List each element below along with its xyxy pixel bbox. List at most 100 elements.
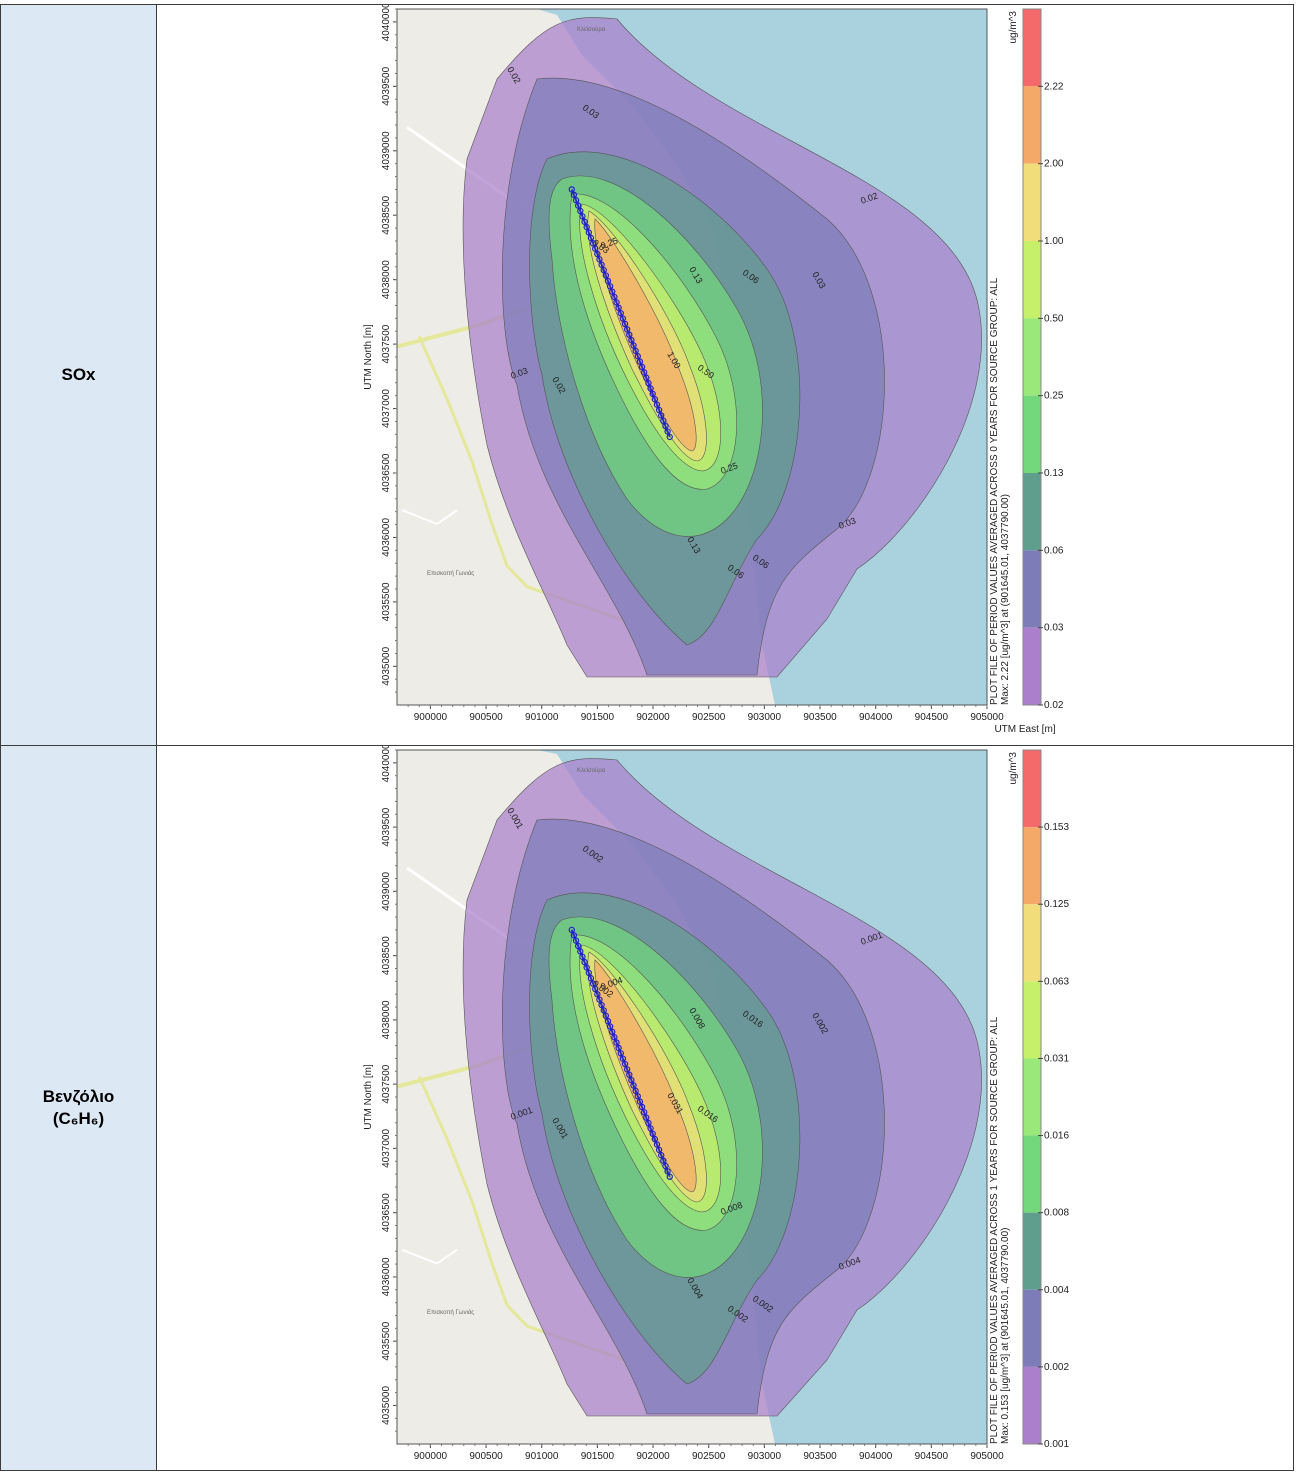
legend-unit-label: ug/m^3 bbox=[1008, 11, 1019, 44]
legend-swatch bbox=[1023, 627, 1041, 705]
source-point bbox=[581, 218, 588, 225]
y-tick-label: 4039500 bbox=[381, 66, 392, 105]
x-axis-title: UTM East [m] bbox=[994, 724, 1055, 735]
legend-level-label: 0.008 bbox=[1044, 1208, 1069, 1219]
source-point bbox=[611, 1034, 618, 1041]
legend-level-label: 0.50 bbox=[1044, 313, 1064, 324]
legend-swatch bbox=[1023, 904, 1041, 982]
y-tick-label: 4035000 bbox=[381, 646, 392, 685]
source-point bbox=[568, 926, 575, 934]
legend-swatch bbox=[1023, 163, 1041, 241]
x-tick-label: 905000 bbox=[970, 1451, 1004, 1462]
source-point bbox=[568, 186, 575, 193]
table-row: SOx 0.02 0.03 0.02 0.03 0.06 0.25 0.13 0.06 0.03… bbox=[0, 4, 1294, 746]
x-tick-label: 902000 bbox=[636, 712, 670, 723]
legend-level-label: 2.22 bbox=[1044, 81, 1064, 92]
legend-swatch bbox=[1023, 1289, 1041, 1367]
source-point bbox=[638, 363, 646, 371]
map-group: 0.020.030.020.030.060.250.130.060.031.00… bbox=[363, 5, 1064, 735]
y-tick-label: 4035500 bbox=[381, 1321, 392, 1360]
source-point bbox=[572, 937, 580, 944]
pollutant-cell: Βενζόλιο (C₆H₆) bbox=[0, 745, 157, 1471]
legend-frame bbox=[1022, 749, 1042, 1445]
source-point bbox=[634, 1093, 641, 1100]
source-point bbox=[651, 396, 659, 403]
source-point bbox=[651, 1135, 659, 1143]
plot-caption: PLOT FILE OF PERIOD VALUES AVERAGED ACRO… bbox=[989, 1016, 1000, 1444]
legend-level-label: 0.016 bbox=[1044, 1131, 1069, 1142]
legend-level-label: 0.13 bbox=[1044, 468, 1064, 479]
source-point bbox=[581, 958, 588, 966]
legend-swatch bbox=[1023, 318, 1041, 396]
legend-swatch bbox=[1023, 827, 1041, 905]
x-tick-label: 901500 bbox=[581, 712, 615, 723]
legend-level-label: 0.125 bbox=[1044, 899, 1069, 910]
source-point bbox=[662, 422, 669, 430]
source-point bbox=[579, 213, 586, 220]
plot-max-caption: Max: 0.153 [ug/m^3] at (901645.01, 40377… bbox=[1000, 1227, 1011, 1444]
source-point bbox=[619, 315, 627, 322]
y-tick-label: 4040000 bbox=[381, 746, 392, 782]
place-label: Επισκοπή Γωνιάς bbox=[427, 1309, 474, 1316]
x-tick-label: 900000 bbox=[414, 712, 448, 723]
legend-level-label: 0.002 bbox=[1044, 1362, 1069, 1373]
x-tick-label: 904000 bbox=[859, 1451, 893, 1462]
legend-swatch bbox=[1023, 1058, 1041, 1136]
source-point bbox=[587, 234, 595, 242]
y-tick-label: 4039000 bbox=[381, 131, 392, 170]
x-tick-label: 904500 bbox=[915, 712, 949, 723]
source-point bbox=[613, 1039, 620, 1046]
x-tick-label: 900000 bbox=[414, 1451, 448, 1462]
local-road bbox=[401, 509, 458, 526]
pollutant-cell: SOx bbox=[0, 4, 157, 746]
source-line bbox=[570, 929, 671, 1178]
source-point bbox=[653, 401, 661, 408]
source-point bbox=[640, 1109, 648, 1116]
x-tick-label: 901000 bbox=[525, 712, 559, 723]
y-tick-label: 4037500 bbox=[381, 324, 392, 363]
y-tick-label: 4038500 bbox=[381, 936, 392, 975]
y-tick-label: 4037500 bbox=[381, 1064, 392, 1103]
contour-level-7 bbox=[594, 218, 697, 452]
dispersion-map-cell: 0.02 0.03 0.02 0.03 0.06 0.25 0.13 0.06 0.03 1.00… bbox=[156, 4, 1294, 746]
y-tick-label: 4039500 bbox=[381, 807, 392, 846]
place-label: Κλεϊσούρα bbox=[577, 768, 606, 774]
source-point bbox=[645, 379, 652, 387]
x-tick-label: 902000 bbox=[636, 1451, 670, 1462]
y-tick-label: 4037000 bbox=[381, 389, 392, 428]
source-point bbox=[626, 331, 633, 338]
legend-unit-label: ug/m^3 bbox=[1008, 752, 1019, 785]
source-point bbox=[606, 1023, 614, 1030]
y-tick-label: 4038500 bbox=[381, 195, 392, 234]
source-point bbox=[577, 207, 584, 215]
pollutant-name: Βενζόλιο bbox=[42, 1087, 115, 1106]
source-point bbox=[664, 1168, 671, 1175]
source-point bbox=[632, 1087, 639, 1095]
source-point bbox=[583, 223, 590, 231]
source-point bbox=[666, 433, 673, 441]
dispersion-map-benzene: 0.0010.0020.0010.0020.0160.0040.0080.002… bbox=[363, 746, 1069, 1462]
source-point bbox=[589, 240, 597, 247]
y-tick-label: 4036000 bbox=[381, 518, 392, 557]
source-point bbox=[572, 197, 580, 204]
source-point bbox=[594, 991, 601, 998]
source-point bbox=[640, 369, 648, 376]
legend-swatch bbox=[1023, 550, 1041, 628]
x-tick-label: 902500 bbox=[692, 712, 726, 723]
source-point bbox=[658, 1152, 665, 1159]
source-point bbox=[604, 277, 612, 285]
source-point bbox=[613, 299, 620, 306]
source-point bbox=[591, 245, 599, 252]
source-point bbox=[626, 1071, 633, 1078]
source-point bbox=[570, 191, 578, 199]
source-point bbox=[636, 358, 644, 365]
source-point bbox=[570, 932, 578, 939]
table-row: Βενζόλιο (C₆H₆) 0.001 0.002 0.001 0.002 0.01… bbox=[0, 745, 1294, 1471]
legend-swatch bbox=[1023, 473, 1041, 551]
source-point bbox=[574, 942, 582, 950]
plot-max-caption: Max: 2.22 [ug/m^3] at (901645.01, 403779… bbox=[1000, 494, 1011, 705]
source-point bbox=[587, 975, 595, 982]
legend-level-label: 2.00 bbox=[1044, 159, 1064, 170]
legend-swatch bbox=[1023, 241, 1041, 319]
y-axis-title: UTM North [m] bbox=[363, 324, 374, 390]
